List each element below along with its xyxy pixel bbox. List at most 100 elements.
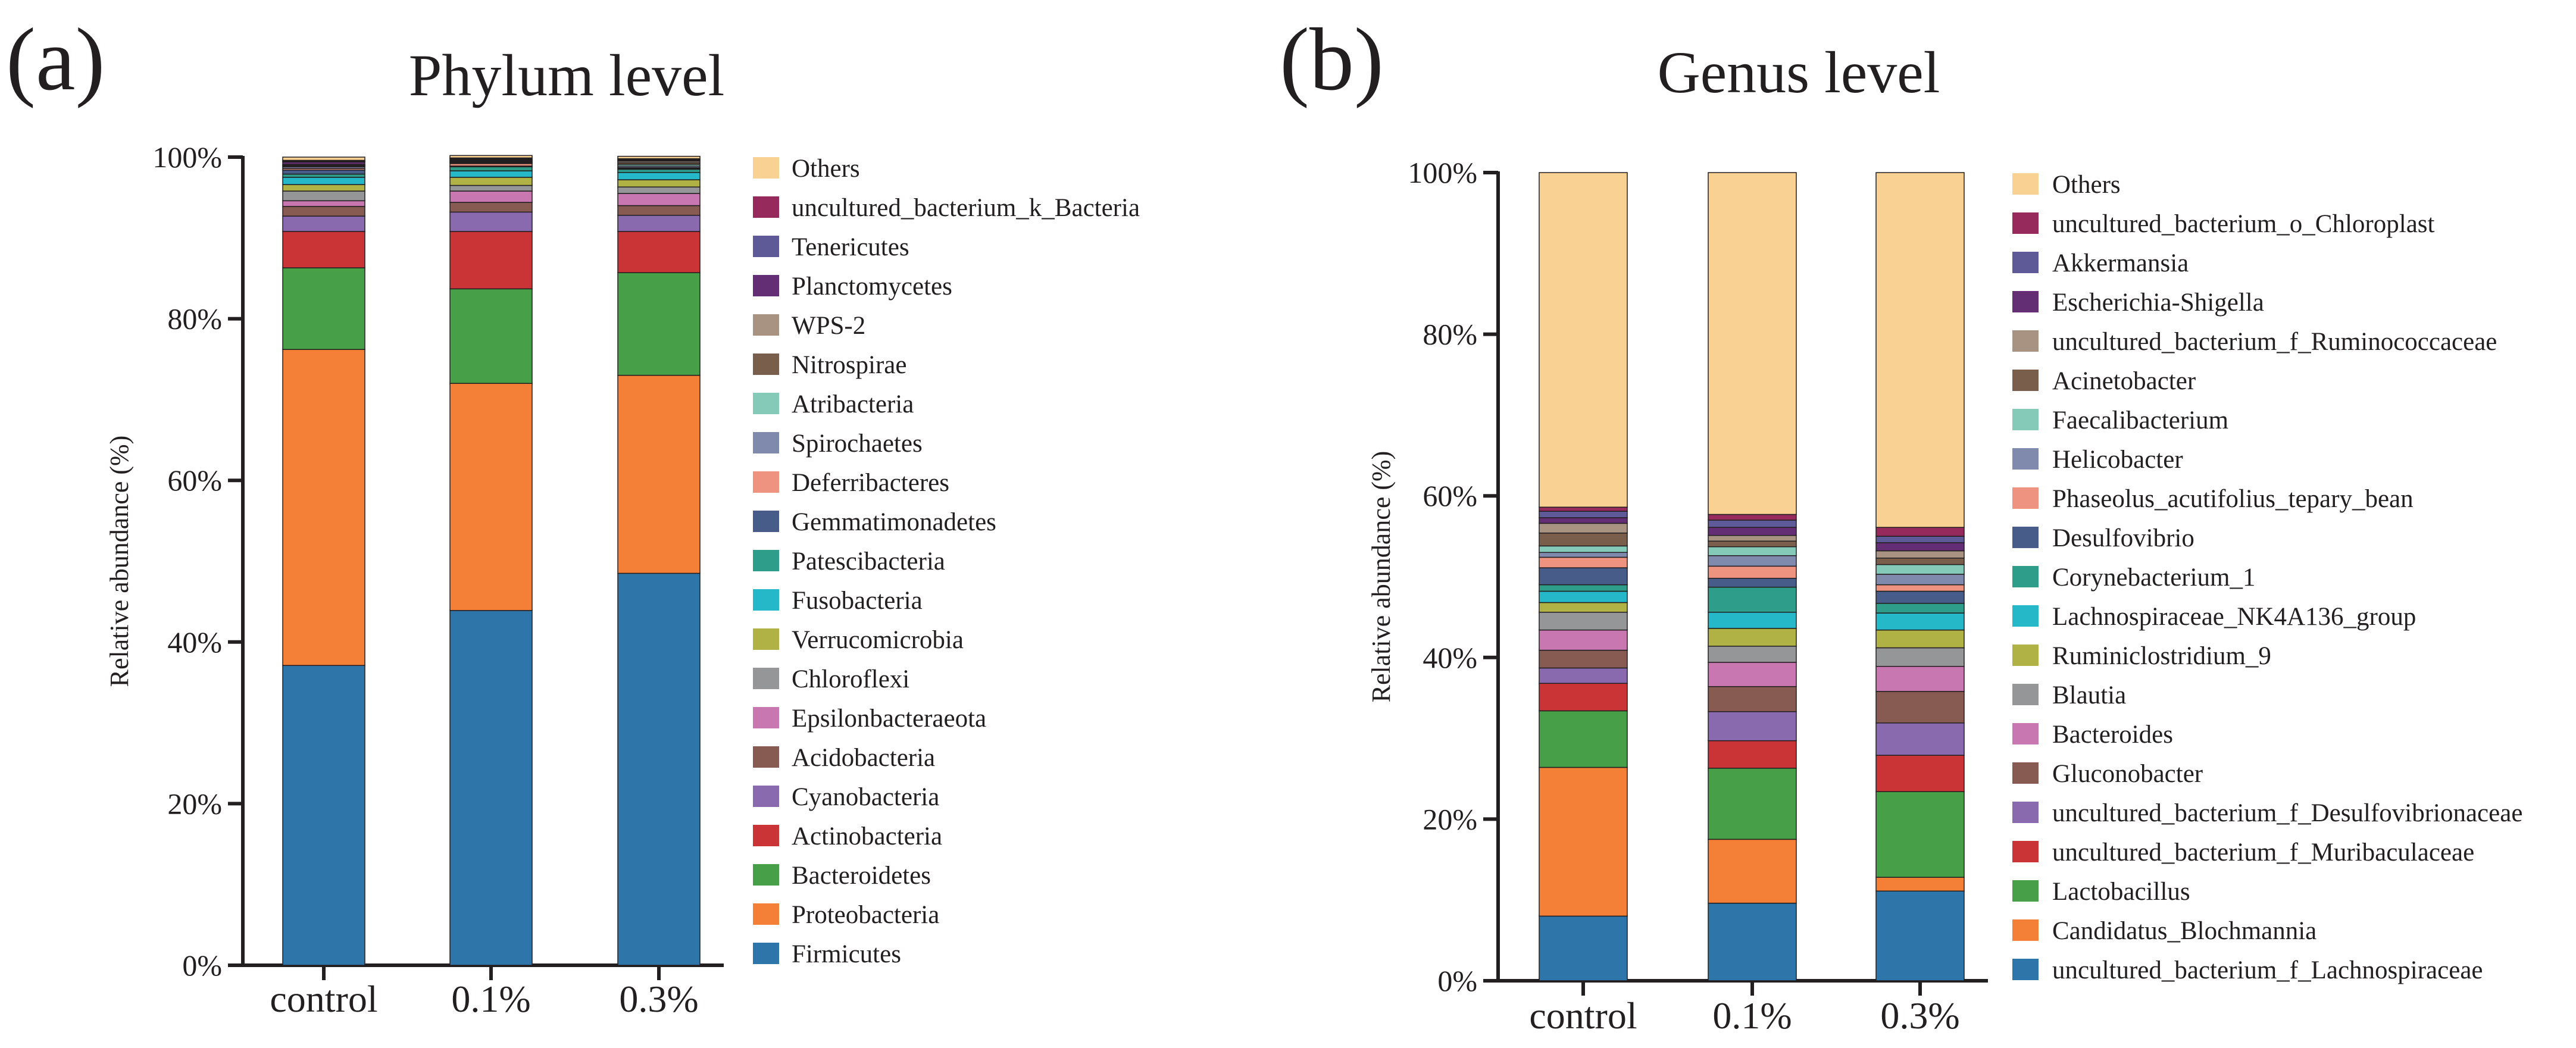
bar-segment: [1875, 722, 1965, 756]
legend-label: Corynebacterium_1: [2052, 564, 2256, 592]
bar-segment: [1875, 558, 1965, 565]
y-tick-label: 40%: [167, 625, 222, 659]
legend-label: Candidatus_Blochmannia: [2052, 917, 2316, 945]
bar-segment: [282, 177, 365, 185]
bar-segment: [1539, 172, 1628, 508]
legend-label: Deferribacteres: [792, 469, 949, 497]
panel-label: (b): [1280, 10, 1384, 109]
bar-segment: [1708, 534, 1797, 542]
legend-item: uncultured_bacterium_f_Desulfovibrionace…: [2012, 799, 2522, 827]
legend-swatch: [753, 432, 779, 453]
bar-segment: [617, 205, 701, 216]
bar-segment: [449, 184, 533, 192]
x-tick-label: control: [270, 978, 377, 1020]
legend-label: Actinobacteria: [792, 822, 942, 850]
bar-segment: [1708, 740, 1797, 769]
legend-swatch: [753, 746, 779, 768]
legend-swatch: [753, 196, 779, 218]
legend-label: WPS-2: [792, 312, 865, 340]
bar-segment: [449, 190, 533, 203]
bar-segment: [1539, 590, 1628, 603]
legend-label: Fusobacteria: [792, 587, 923, 615]
legend-swatch: [753, 353, 779, 375]
bar-segment: [1708, 555, 1797, 567]
legend-item: Fusobacteria: [753, 587, 923, 615]
bar-segment: [1539, 667, 1628, 684]
bar-stack-0.3%: [1875, 172, 1965, 981]
legend-label: Bacteroides: [2052, 721, 2173, 749]
legend-swatch: [753, 471, 779, 493]
bar-segment: [1875, 890, 1965, 981]
legend-label: Acidobacteria: [792, 744, 935, 772]
legend-swatch: [2012, 841, 2039, 862]
legend-label: uncultured_bacterium_o_Chloroplast: [2052, 210, 2435, 238]
legend-swatch: [2012, 409, 2039, 430]
legend-item: Tenericutes: [753, 233, 909, 261]
bar-segment: [617, 186, 701, 194]
legend-swatch: [2012, 566, 2039, 587]
legend-label: uncultured_bacterium_f_Lachnospiraceae: [2052, 956, 2483, 984]
bar-segment: [1875, 629, 1965, 649]
legend-item: Bacteroidetes: [753, 862, 931, 890]
legend-item: Phaseolus_acutifolius_tepary_bean: [2012, 485, 2414, 513]
legend-label: Faecalibacterium: [2052, 406, 2228, 434]
bar-segment: [449, 166, 533, 171]
bar-segment: [1708, 540, 1797, 548]
legend-item: Ruminiclostridium_9: [2012, 642, 2271, 670]
legend-item: uncultured_bacterium_f_Muribaculaceae: [2012, 839, 2474, 866]
bar-segment: [449, 288, 533, 384]
legend-label: uncultured_bacterium_f_Ruminococcaceae: [2052, 328, 2497, 356]
legend-swatch: [2012, 802, 2039, 823]
legend-swatch: [2012, 959, 2039, 980]
legend-item: Firmicutes: [753, 940, 901, 968]
legend-swatch: [2012, 487, 2039, 509]
legend-swatch: [2012, 291, 2039, 312]
legend-label: Epsilonbacteraeota: [792, 705, 986, 733]
legend-label: uncultured_bacterium_k_Bacteria: [792, 194, 1140, 222]
y-tick-label: 60%: [167, 464, 222, 497]
legend-item: Spirochaetes: [753, 430, 923, 458]
bar-segment: [617, 573, 701, 966]
bar-segment: [1875, 665, 1965, 692]
legend-label: Cyanobacteria: [792, 783, 939, 811]
bar-segment: [1539, 683, 1628, 712]
legend-item: Nitrospirae: [753, 351, 906, 379]
bar-segment: [617, 179, 701, 187]
legend-item: Chloroflexi: [753, 665, 909, 693]
bar-segment: [1539, 545, 1628, 553]
legend-swatch: [2012, 370, 2039, 391]
y-axis-label: Relative abundance (%): [1367, 451, 1396, 703]
bar-segment: [449, 170, 533, 178]
legend-item: Patescibacteria: [753, 548, 945, 575]
legend-label: Proteobacteria: [792, 901, 939, 929]
bar-segment: [1539, 649, 1628, 669]
bar-segment: [1539, 584, 1628, 592]
legend-item: Escherichia-Shigella: [2012, 289, 2264, 317]
legend-item: Deferribacteres: [753, 469, 949, 497]
bar-segment: [449, 231, 533, 290]
bar-segment: [1539, 629, 1628, 651]
x-tick-label: 0.1%: [451, 978, 530, 1020]
legend-item: Blautia: [2012, 681, 2126, 709]
legend-item: Planctomycetes: [753, 273, 952, 301]
legend-label: Acinetobacter: [2052, 367, 2196, 395]
bar-segment: [1539, 517, 1628, 524]
legend-swatch: [753, 589, 779, 611]
legend-label: uncultured_bacterium_f_Desulfovibrionace…: [2052, 799, 2522, 827]
legend-swatch: [753, 157, 779, 179]
legend-item: Verrucomicrobia: [753, 626, 964, 654]
bar-segment: [282, 190, 365, 202]
legend-label: uncultured_bacterium_f_Muribaculaceae: [2052, 839, 2474, 866]
bar-segment: [1708, 711, 1797, 742]
y-tick-label: 20%: [167, 787, 222, 820]
bar-segment: [282, 215, 365, 232]
bar-segment: [1708, 586, 1797, 613]
bar-segment: [1539, 767, 1628, 917]
chart-title: Phylum level: [409, 42, 725, 108]
bar-segment: [1708, 628, 1797, 647]
chart-title: Genus level: [1658, 39, 1940, 105]
legend-label: Lactobacillus: [2052, 878, 2190, 906]
x-tick-label: 0.1%: [1712, 994, 1792, 1037]
bar-segment: [1875, 574, 1965, 586]
legend-item: Atribacteria: [753, 390, 914, 418]
